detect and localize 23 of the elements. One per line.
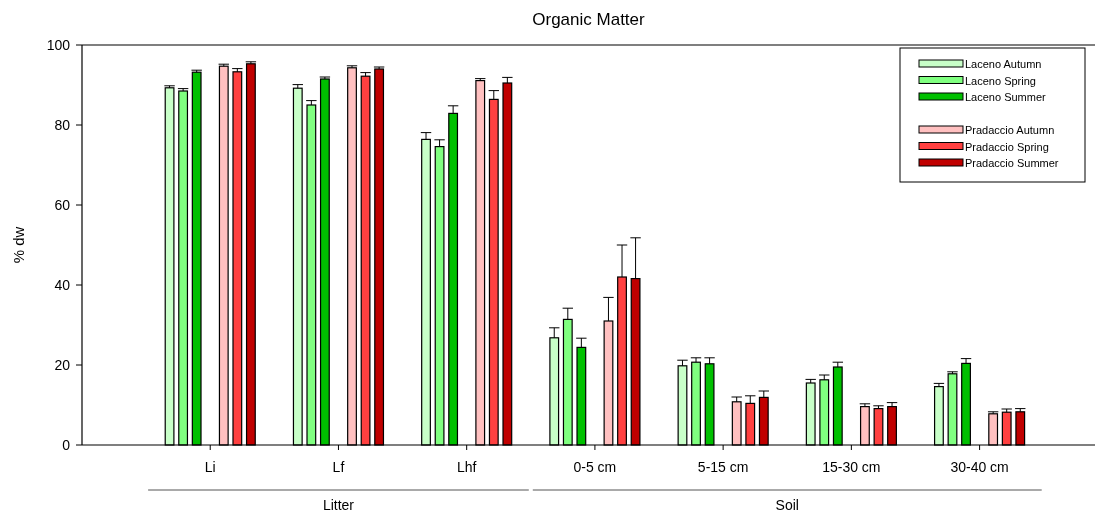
y-tick-label: 60 bbox=[54, 197, 71, 213]
y-tick-label: 0 bbox=[62, 437, 71, 453]
legend-label: Laceno Summer bbox=[965, 91, 1047, 103]
x-tick-label: 0-5 cm bbox=[573, 459, 617, 475]
legend-label: Laceno Autumn bbox=[965, 58, 1042, 70]
x-tick-label: Li bbox=[204, 459, 216, 475]
y-tick-label: 20 bbox=[54, 357, 71, 373]
text: Soil bbox=[775, 497, 799, 513]
legend-label: Pradaccio Spring bbox=[965, 140, 1049, 153]
y-tick-label: 40 bbox=[54, 277, 71, 293]
x-tick-label: 30-40 cm bbox=[950, 459, 1009, 475]
x-tick-label: Lhf bbox=[456, 459, 477, 475]
x-tick-label: Lf bbox=[332, 459, 345, 475]
y-tick-label: 100 bbox=[46, 37, 71, 53]
x-tick-label: 15-30 cm bbox=[822, 459, 881, 475]
x-tick-label: 5-15 cm bbox=[697, 459, 749, 475]
legend-label: Pradaccio Summer bbox=[965, 157, 1059, 169]
legend-label: Laceno Spring bbox=[965, 74, 1036, 87]
y-axis-title: % dw bbox=[10, 226, 27, 264]
y-tick-label: 80 bbox=[54, 117, 71, 133]
chart-title: Organic Matter bbox=[532, 10, 646, 29]
legend-label: Pradaccio Autumn bbox=[965, 124, 1055, 136]
text: Litter bbox=[322, 497, 355, 513]
